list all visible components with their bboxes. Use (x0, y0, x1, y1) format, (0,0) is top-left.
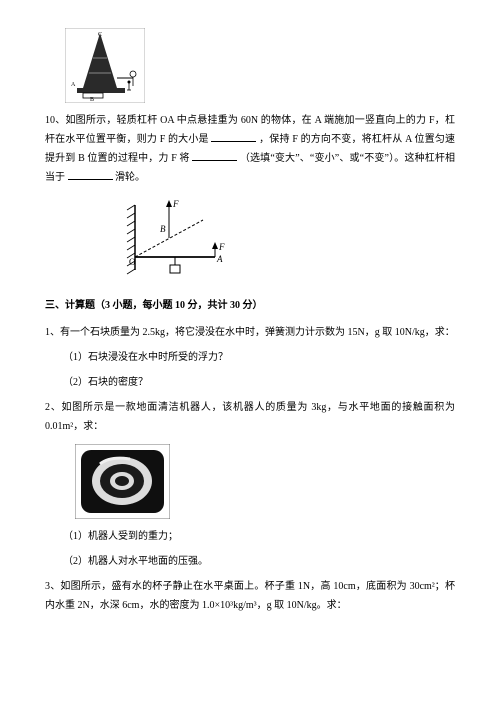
q10-blank-2 (192, 152, 237, 161)
lever-label-O: O (129, 257, 136, 267)
c3-stem: 3、如图所示，盛有水的杯子静止在水平桌面上。杯子重 1N，高 10cm，底面积为… (45, 577, 455, 615)
lever-label-B: B (160, 224, 166, 234)
c1-stem: 1、有一个石块质量为 2.5kg，将它浸没在水中时，弹簧测力计示数为 15N，g… (45, 323, 455, 342)
c1-sub2: （2）石块的密度？ (63, 373, 455, 392)
figure-lever: O A B F F (125, 195, 455, 280)
q10-part-d: 滑轮。 (115, 172, 145, 183)
tower-svg: C B A (65, 28, 145, 103)
c2-sub2: （2）机器人对水平地面的压强。 (63, 552, 455, 571)
svg-text:B: B (90, 97, 94, 103)
lever-label-A: A (216, 254, 223, 264)
c2-stem: 2、如图所示是一款地面清洁机器人，该机器人的质量为 3kg，与水平地面的接触面积… (45, 398, 455, 436)
svg-text:A: A (71, 82, 76, 88)
q10-blank-3 (68, 171, 113, 180)
c3-stem-a: 3、如图所示，盛有水的杯子静止在水平桌面上。杯子重 1N，高 10cm，底面积为… (45, 581, 455, 611)
figure-robot (75, 444, 455, 519)
lever-label-F1: F (172, 199, 179, 209)
figure-tower: C B A (65, 28, 455, 103)
lever-svg: O A B F F (125, 195, 235, 280)
svg-text:C: C (98, 32, 102, 38)
c2-sub1: （1）机器人受到的重力； (63, 527, 455, 546)
q10-blank-1 (211, 133, 256, 142)
robot-svg (75, 444, 170, 519)
lever-label-F2: F (218, 242, 225, 252)
q10-text: 10、如图所示，轻质杠杆 OA 中点悬挂重为 60N 的物体，在 A 端施加一竖… (45, 111, 455, 187)
c1-sub1: （1）石块浸没在水中时所受的浮力？ (63, 348, 455, 367)
section3-title: 三、计算题（3 小题，每小题 10 分，共计 30 分） (45, 296, 455, 315)
